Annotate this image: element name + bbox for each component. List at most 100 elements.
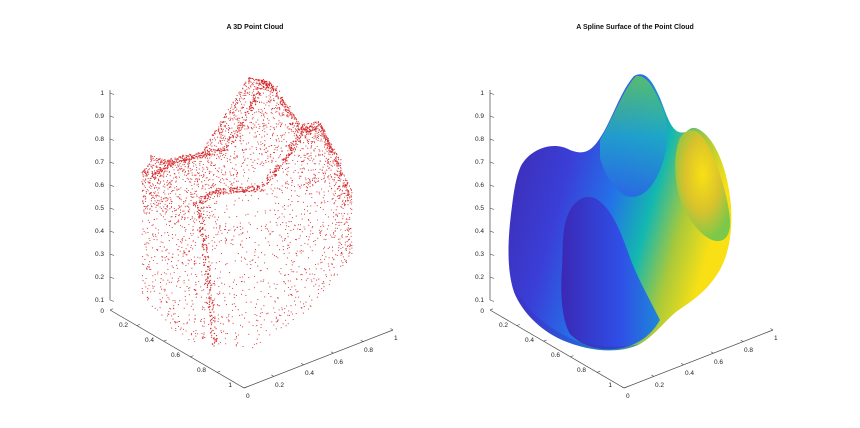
point-marker [285,222,287,224]
point-marker [160,173,162,175]
point-marker [339,188,342,190]
point-marker [290,189,293,192]
point-marker [232,135,234,137]
point-marker [281,185,283,187]
point-marker [228,193,230,195]
point-marker [267,157,269,159]
y-tick-label: 0.8 [577,367,586,374]
point-marker [170,157,172,160]
point-marker [145,246,147,248]
point-marker [317,127,319,129]
point-marker [348,230,350,232]
point-marker [154,163,156,165]
point-marker [204,153,206,155]
point-marker [182,333,184,335]
point-marker [279,107,281,110]
point-marker [314,142,316,144]
point-marker [215,191,218,193]
point-marker [161,288,163,290]
point-marker [328,178,330,180]
point-marker [151,172,153,175]
point-marker [332,154,334,156]
point-marker [331,198,333,200]
point-marker [232,322,234,324]
point-marker [310,126,312,128]
point-marker [346,221,348,223]
point-marker [191,216,193,218]
point-marker [303,303,305,305]
point-marker [145,191,147,193]
point-marker [230,188,232,190]
point-marker [323,200,325,202]
point-marker [210,324,212,326]
point-marker [221,149,223,151]
point-marker [196,172,198,174]
point-marker [213,337,215,339]
point-marker [166,199,168,201]
point-marker [174,222,176,225]
point-marker [219,189,221,191]
point-marker [232,190,234,192]
point-marker [287,171,289,173]
point-marker [259,88,261,90]
point-marker [204,150,206,152]
point-marker [226,140,228,142]
point-marker [325,234,327,236]
point-marker [345,189,347,191]
point-marker [210,164,212,167]
point-marker [322,221,324,223]
point-marker [223,283,225,285]
point-marker [179,224,182,226]
z-tick-mark [489,276,495,279]
point-marker [223,182,225,184]
point-marker [239,91,241,93]
point-marker [320,130,322,132]
point-marker [193,288,195,291]
point-marker [188,319,190,321]
point-marker [163,206,165,208]
point-marker [143,209,145,211]
point-marker [311,145,313,147]
point-marker [201,337,204,340]
point-marker [344,183,347,185]
point-marker [199,160,201,163]
point-marker [146,175,148,177]
point-marker [233,204,235,206]
point-marker [241,187,243,189]
point-marker [330,263,332,265]
point-marker [241,103,243,105]
point-marker [237,126,239,129]
point-marker [233,107,236,109]
point-marker [159,168,161,171]
point-marker [236,102,238,104]
point-marker [333,267,335,269]
point-marker [336,274,338,276]
point-marker [161,200,163,202]
point-marker [209,206,211,209]
point-marker [260,143,262,146]
point-marker [195,335,197,337]
point-marker [266,118,269,120]
point-marker [274,168,276,170]
point-marker [327,142,330,144]
point-marker [195,190,197,192]
point-marker [213,227,215,229]
point-marker [249,79,251,81]
point-marker [349,202,351,204]
point-marker [288,199,290,201]
point-marker [266,83,268,85]
point-marker [316,132,318,134]
point-marker [201,217,204,219]
point-marker [243,172,246,174]
point-marker [241,240,243,242]
point-marker [285,186,287,189]
point-marker [141,181,143,183]
point-marker [238,120,240,122]
point-marker [206,195,208,197]
point-marker [171,327,173,329]
point-marker [227,186,229,188]
point-marker [291,184,293,186]
point-marker [335,153,338,155]
point-marker [311,137,313,139]
point-marker [159,200,161,202]
